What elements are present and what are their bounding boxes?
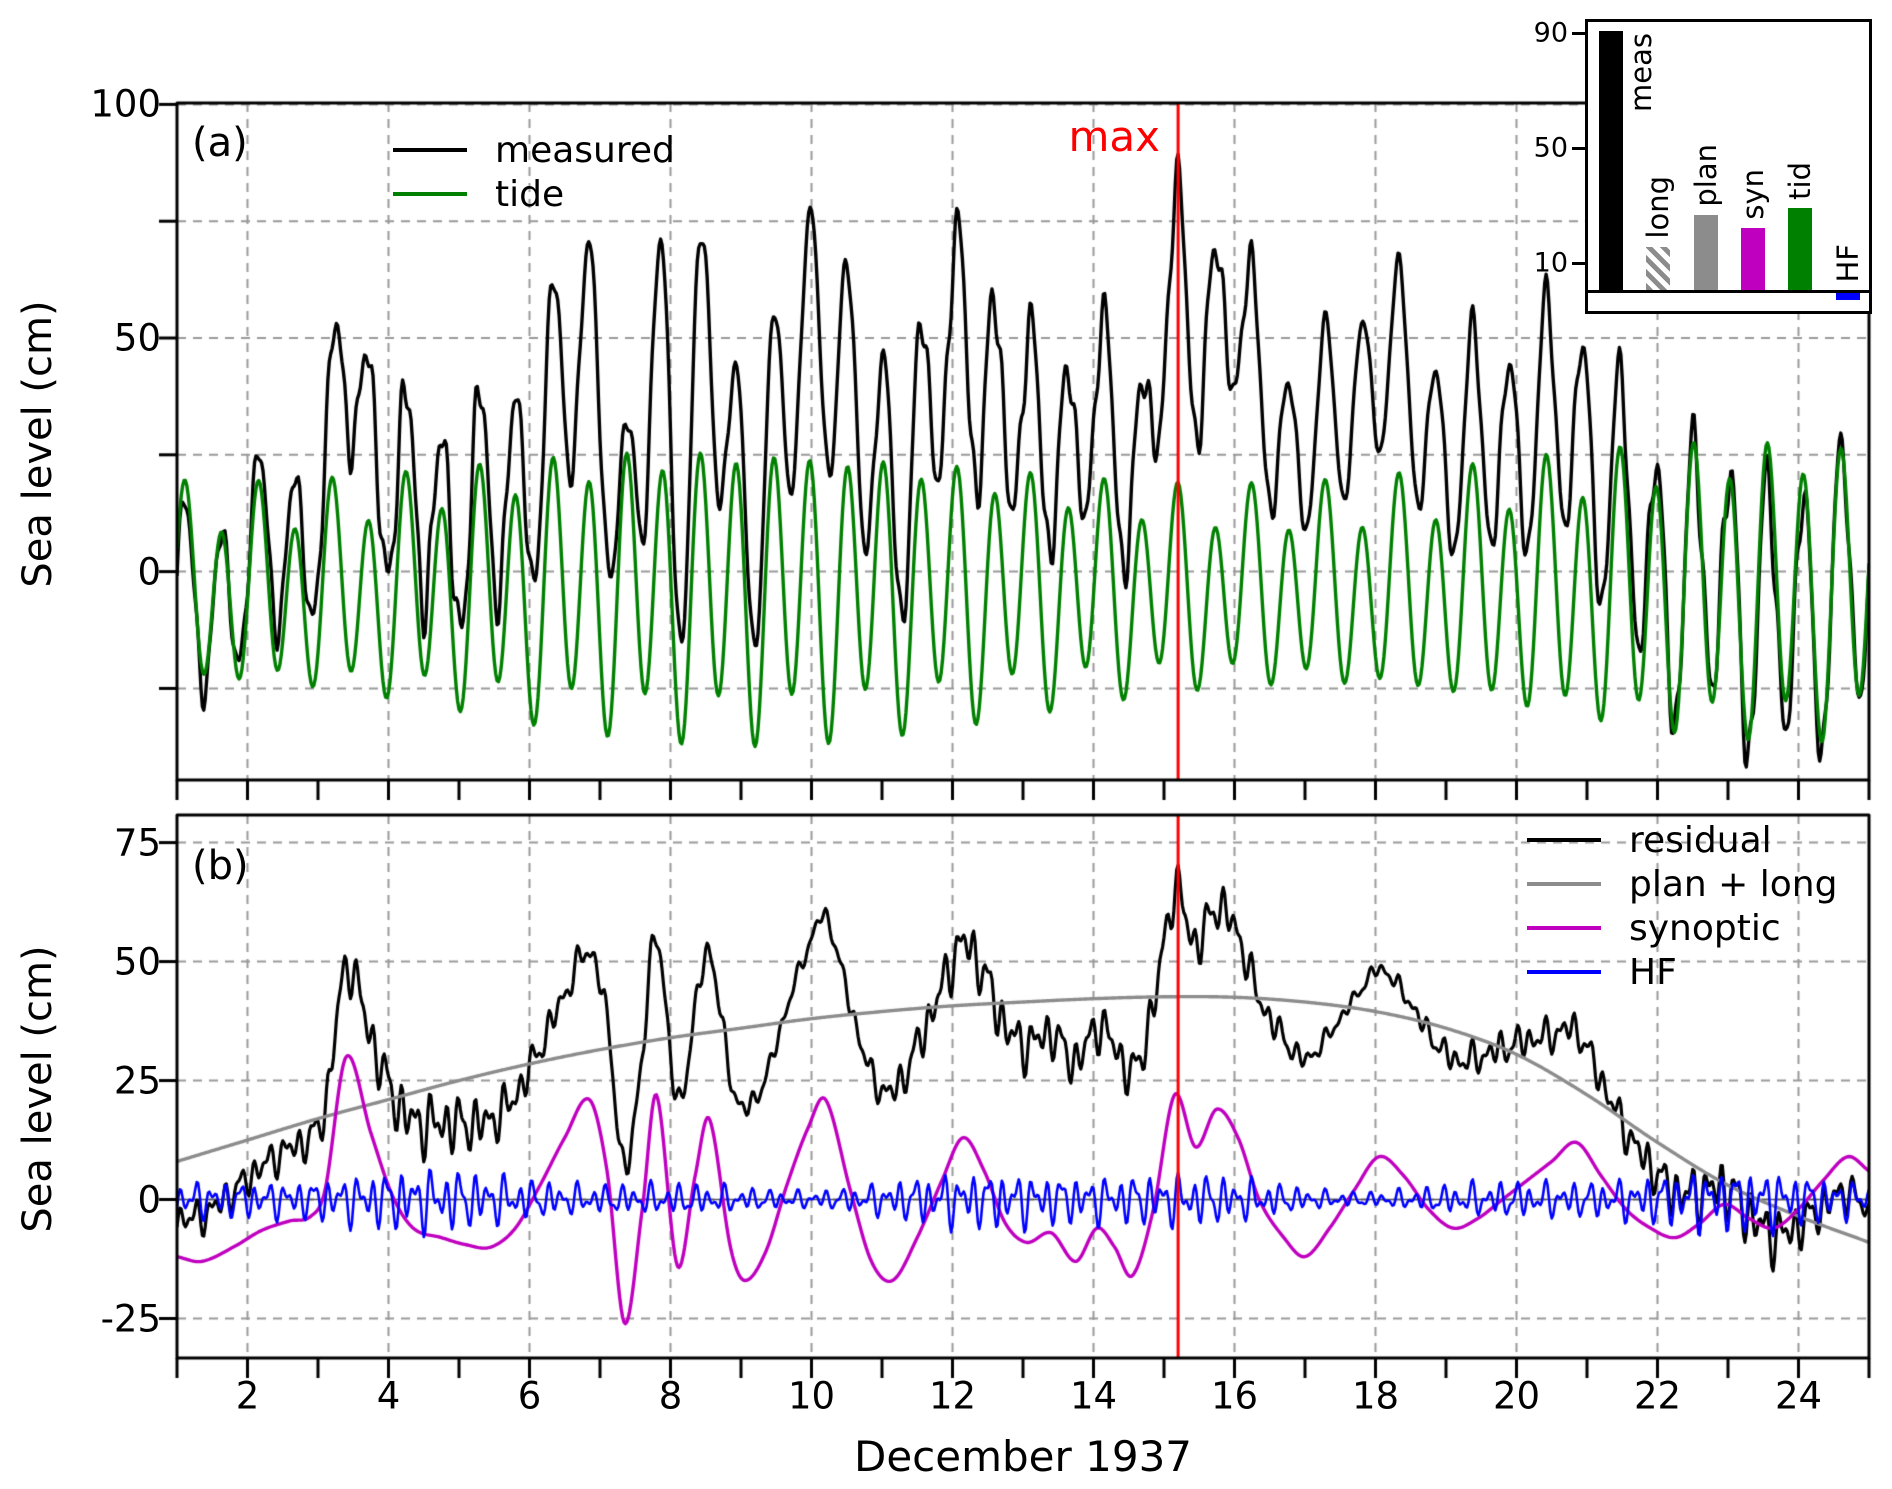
panel-b-legend: residual plan + long synoptic HF [1527, 818, 1837, 994]
inset-ytick-90: 90 [1533, 17, 1568, 49]
panel-a-legend-item-measured: measured [393, 128, 675, 172]
inset-bar-label-HF: HF [1830, 243, 1865, 283]
inset-bar-label-plan: plan [1688, 144, 1723, 207]
x-tick-label-12: 12 [928, 1374, 977, 1418]
inset-bar-label-tid: tid [1783, 162, 1818, 200]
panel-a-ytick-0: 0 [137, 550, 161, 594]
x-tick-label-24: 24 [1774, 1374, 1823, 1418]
inset-ytick-mark-10 [1572, 262, 1585, 265]
panel-b-ytick-75: 75 [113, 821, 161, 865]
panel-b-legend-item-plan-long: plan + long [1527, 862, 1837, 906]
inset-bar-label-long: long [1641, 176, 1676, 239]
x-tick-label-4: 4 [376, 1374, 401, 1418]
x-tick-label-14: 14 [1069, 1374, 1118, 1418]
panel-a-legend-item-tide: tide [393, 172, 675, 216]
legend-label: synoptic [1629, 907, 1781, 949]
inset-ytick-10: 10 [1533, 247, 1568, 279]
inset-bar-meas [1599, 31, 1623, 290]
x-tick-label-20: 20 [1492, 1374, 1541, 1418]
panel-b-ylabel: Sea level (cm) [15, 945, 61, 1233]
inset-bar-tid [1788, 208, 1813, 290]
x-tick-label-8: 8 [658, 1374, 683, 1418]
panel-a-ylabel: Sea level (cm) [15, 300, 61, 588]
inset-bar-label-meas: meas [1624, 33, 1658, 112]
legend-label: measured [495, 129, 675, 171]
panel-a-legend: measured tide [393, 128, 675, 216]
inset-bar-syn [1740, 228, 1765, 290]
x-tick-label-10: 10 [787, 1374, 836, 1418]
panel-b-ytick-50: 50 [113, 940, 161, 984]
legend-line-sample [393, 148, 467, 152]
inset-bar-chart: meas long plan syn tid HF [1585, 19, 1872, 314]
legend-line-sample [1527, 926, 1601, 930]
legend-line-sample [393, 192, 467, 196]
inset-bar-label-syn: syn [1735, 169, 1770, 220]
legend-line-sample [1527, 882, 1601, 886]
legend-line-sample [1527, 838, 1601, 842]
legend-label: tide [495, 173, 565, 215]
legend-line-sample [1527, 970, 1601, 974]
panel-b-label: (b) [192, 843, 249, 889]
max-annotation: max [1068, 112, 1160, 161]
legend-label: HF [1629, 951, 1677, 993]
x-tick-label-18: 18 [1351, 1374, 1400, 1418]
inset-ytick-mark-90 [1572, 32, 1585, 35]
inset-ytick-50: 50 [1533, 132, 1568, 164]
x-tick-label-16: 16 [1210, 1374, 1259, 1418]
panel-b-legend-item-residual: residual [1527, 818, 1837, 862]
x-axis-title: December 1937 [853, 1432, 1193, 1481]
inset-ytick-mark-50 [1572, 147, 1585, 150]
panel-b-ytick-25: 25 [113, 1059, 161, 1103]
panel-b-legend-item-hf: HF [1527, 950, 1837, 994]
panel-b-ytick-0: 0 [137, 1178, 161, 1222]
panel-b-legend-item-synoptic: synoptic [1527, 906, 1837, 950]
x-tick-label-2: 2 [235, 1374, 260, 1418]
x-tick-label-6: 6 [517, 1374, 542, 1418]
panel-b-ytick--25: -25 [100, 1297, 161, 1340]
legend-label: residual [1629, 819, 1772, 861]
inset-bar-long [1646, 247, 1671, 290]
inset-bar-HF [1835, 293, 1860, 300]
legend-label: plan + long [1629, 863, 1838, 905]
panel-a-label: (a) [192, 120, 248, 166]
x-tick-label-22: 22 [1633, 1374, 1682, 1418]
inset-bar-plan [1693, 215, 1718, 290]
panel-a-ytick-50: 50 [113, 316, 161, 360]
inset-x-axis [1588, 290, 1869, 293]
panel-a-ytick-100: 100 [90, 82, 161, 126]
